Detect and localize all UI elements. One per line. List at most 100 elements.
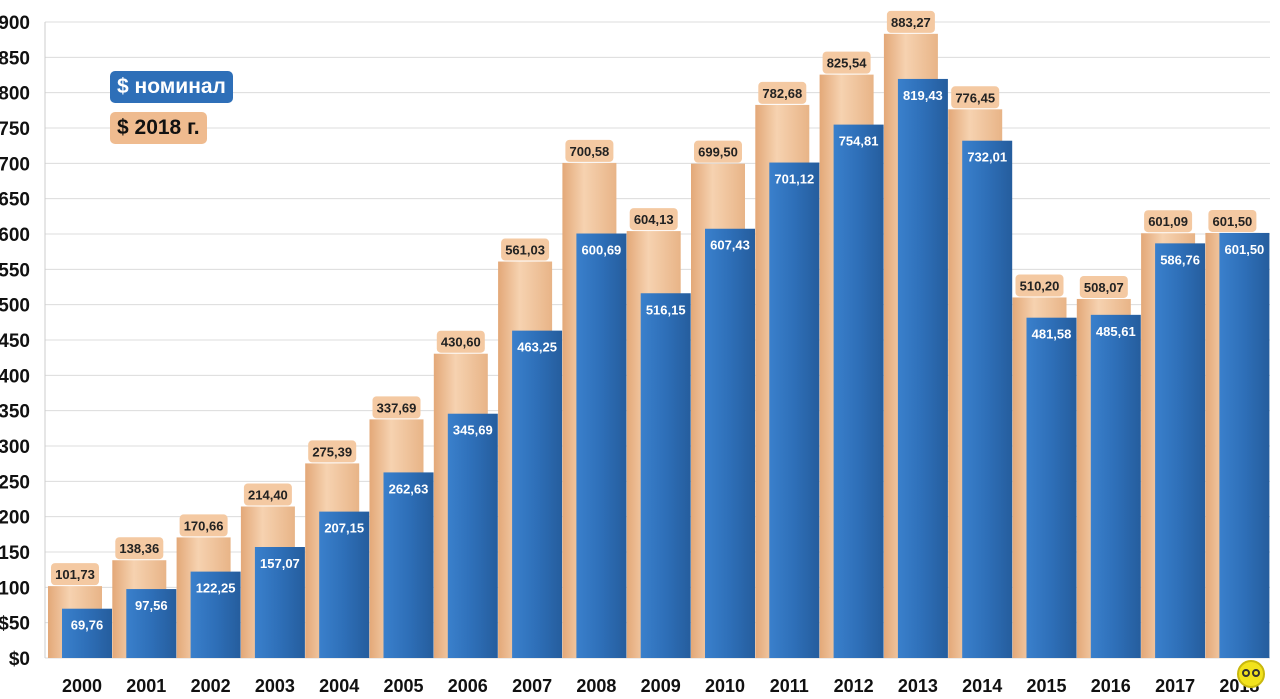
y-tick-label: $400: [0, 366, 30, 387]
x-tick-label: 2008: [576, 676, 616, 696]
data-label-bg-real: [51, 563, 99, 586]
y-tick-label: $800: [0, 84, 30, 105]
legend-real-2018: $ 2018 г.: [110, 112, 207, 144]
x-tick-label: 2005: [383, 676, 423, 696]
data-label-bg-real: [1015, 274, 1064, 297]
data-label-bg-real: [372, 396, 421, 419]
bar-nominal: [126, 589, 177, 658]
y-tick-label: $150: [0, 543, 30, 564]
x-tick-label: 2001: [126, 676, 166, 696]
data-label-bg-real: [694, 140, 742, 163]
bar-nominal: [962, 140, 1013, 658]
data-label-nominal: 345,69: [453, 423, 493, 438]
bar-nominal: [1026, 317, 1077, 658]
data-label-real: 699,50: [698, 145, 738, 160]
data-label-nominal: 600,69: [582, 243, 622, 258]
data-label-real: 101,73: [55, 567, 95, 582]
data-label-nominal: 262,63: [389, 481, 429, 496]
x-tick-label: 2012: [834, 676, 874, 696]
bar-nominal: [897, 78, 948, 658]
data-label-nominal: 481,58: [1032, 327, 1072, 342]
data-label-nominal: 463,25: [517, 340, 557, 355]
bar-nominal: [576, 233, 627, 659]
data-label-bg-real: [243, 483, 292, 506]
data-label-bg-real: [629, 208, 678, 231]
y-tick-label: $100: [0, 578, 30, 599]
data-label-nominal: 207,15: [324, 521, 364, 536]
data-label-bg-real: [1079, 275, 1128, 298]
data-label-nominal: 607,43: [710, 238, 750, 253]
x-tick-label: 2010: [705, 676, 745, 696]
watermark-logo-icon: [1237, 660, 1265, 688]
data-label-bg-real: [1208, 209, 1257, 232]
data-label-nominal: 586,76: [1160, 252, 1200, 267]
y-tick-label: $650: [0, 190, 30, 211]
data-label-bg-real: [758, 81, 807, 104]
x-tick-label: 2006: [448, 676, 488, 696]
y-tick-label: $500: [0, 296, 30, 317]
data-label-real: 700,58: [570, 144, 610, 159]
data-label-real: 601,50: [1213, 214, 1253, 229]
y-tick-label: $900: [0, 13, 30, 34]
x-tick-label: 2009: [641, 676, 681, 696]
data-label-nominal: 732,01: [967, 150, 1007, 165]
y-tick-label: $850: [0, 48, 30, 69]
data-label-real: 337,69: [377, 400, 417, 415]
data-label-nominal: 122,25: [196, 581, 236, 596]
bar-nominal: [1090, 314, 1141, 658]
data-label-real: 214,40: [248, 487, 288, 502]
data-label-nominal: 701,12: [774, 172, 814, 187]
bar-nominal: [383, 472, 434, 658]
y-tick-label: $0: [9, 649, 30, 670]
data-label-real: 883,27: [891, 15, 931, 30]
data-label-nominal: 601,50: [1225, 242, 1265, 257]
y-tick-label: $300: [0, 437, 30, 458]
data-label-real: 561,03: [505, 243, 545, 258]
data-label-bg-real: [308, 440, 357, 463]
data-label-bg-real: [436, 330, 485, 353]
x-tick-label: 2014: [962, 676, 1002, 696]
data-label-bg-real: [179, 514, 228, 537]
data-label-real: 138,36: [119, 541, 159, 556]
data-label-bg-real: [822, 51, 871, 74]
bar-nominal: [62, 608, 112, 658]
data-label-nominal: 819,43: [903, 88, 943, 103]
bar-nominal: [1219, 232, 1270, 658]
bar-nominal: [319, 511, 370, 658]
y-tick-label: $750: [0, 119, 30, 140]
x-tick-label: 2007: [512, 676, 552, 696]
data-label-nominal: 69,76: [71, 618, 104, 633]
x-tick-label: 2013: [898, 676, 938, 696]
y-tick-label: $700: [0, 154, 30, 175]
data-label-nominal: 754,81: [839, 134, 879, 149]
bar-nominal: [190, 571, 241, 658]
data-label-real: 825,54: [827, 56, 868, 71]
bar-nominal: [833, 124, 884, 658]
data-label-bg-real: [565, 139, 614, 162]
data-label-bg-real: [115, 537, 164, 560]
bar-nominal: [512, 330, 563, 658]
data-label-real: 776,45: [955, 90, 995, 105]
x-tick-label: 2015: [1026, 676, 1066, 696]
data-label-real: 430,60: [441, 335, 481, 350]
x-tick-label: 2002: [191, 676, 231, 696]
data-label-bg-real: [501, 238, 550, 261]
y-tick-label: $50: [0, 614, 30, 635]
data-label-real: 782,68: [762, 86, 802, 101]
bar-nominal: [705, 228, 755, 659]
y-tick-label: $200: [0, 508, 30, 529]
x-tick-label: 2000: [62, 676, 102, 696]
data-label-real: 275,39: [312, 444, 352, 459]
data-label-nominal: 485,61: [1096, 324, 1136, 339]
data-label-real: 510,20: [1020, 278, 1060, 293]
data-label-real: 604,13: [634, 212, 674, 227]
data-label-real: 170,66: [184, 518, 224, 533]
data-label-real: 508,07: [1084, 280, 1124, 295]
data-label-nominal: 157,07: [260, 556, 300, 571]
data-label-bg-real: [886, 10, 935, 33]
x-tick-label: 2003: [255, 676, 295, 696]
data-label-nominal: 516,15: [646, 302, 686, 317]
y-tick-label: $550: [0, 260, 30, 281]
bar-nominal: [769, 162, 820, 658]
